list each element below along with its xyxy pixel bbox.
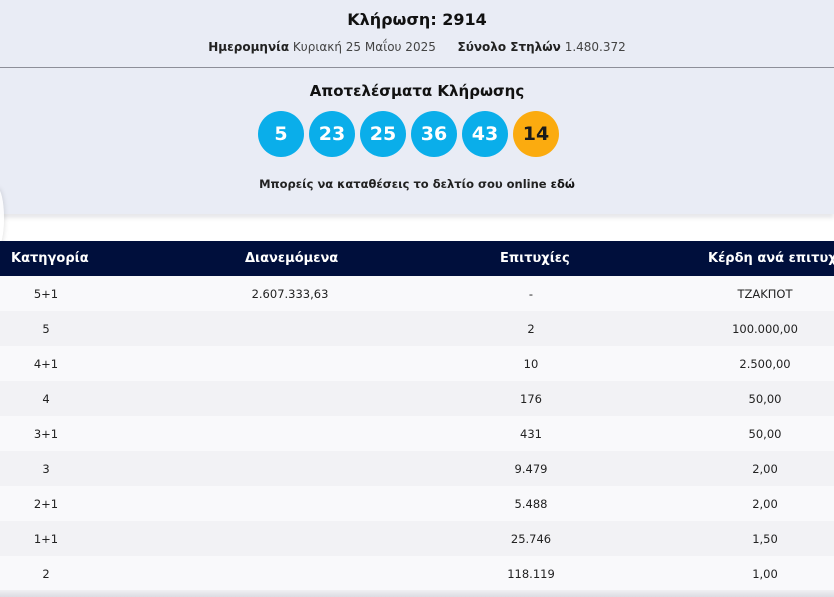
cell-prize: 2,00 xyxy=(752,497,778,511)
joker-ball: 14 xyxy=(513,111,559,157)
header-category: Κατηγορία xyxy=(11,251,89,266)
cell-category: 5 xyxy=(42,322,50,336)
date-value: Κυριακή 25 Μαΐου 2025 xyxy=(292,40,436,54)
cell-category: 2+1 xyxy=(33,497,59,511)
table-body: 5+1 2.607.333,63 - ΤΖΑΚΠΟΤ 5 2 100.000,00 4+1 10… xyxy=(0,276,834,591)
cell-category: 3+1 xyxy=(33,427,59,441)
cell-winners: 176 xyxy=(520,392,542,406)
table-row: 1+1 25.746 1,50 xyxy=(0,521,834,556)
cell-prize: 50,00 xyxy=(748,427,782,441)
table-row: 4 176 50,00 xyxy=(0,381,834,416)
table-row: 5 2 100.000,00 xyxy=(0,311,834,346)
cell-prize: 2.500,00 xyxy=(739,357,791,371)
table-bottom-edge xyxy=(0,590,834,597)
cell-category: 4+1 xyxy=(33,357,59,371)
cell-winners: 118.119 xyxy=(507,567,555,581)
number-ball: 36 xyxy=(411,111,457,157)
prize-table: Κατηγορία Διανεμόμενα Επιτυχίες Κέρδη αν… xyxy=(0,241,834,597)
columns-label: Σύνολο Στηλών xyxy=(457,40,561,54)
cell-winners: 2 xyxy=(527,322,535,336)
cell-category: 1+1 xyxy=(33,532,59,546)
number-ball: 43 xyxy=(462,111,508,157)
columns-value: 1.480.372 xyxy=(564,40,626,54)
table-row: 5+1 2.607.333,63 - ΤΖΑΚΠΟΤ xyxy=(0,276,834,311)
header-winners: Επιτυχίες xyxy=(500,251,570,266)
cell-category: 3 xyxy=(42,462,50,476)
deposit-text: Μπορείς να καταθέσεις το δελτίο σου onli… xyxy=(259,177,547,191)
draw-results-panel: Αποτελέσματα Κλήρωσης 5 23 25 36 43 14 Μ… xyxy=(0,68,834,248)
number-ball: 25 xyxy=(360,111,406,157)
cell-category: 2 xyxy=(42,567,50,581)
table-row: 4+1 10 2.500,00 xyxy=(0,346,834,381)
table-row: 3 9.479 2,00 xyxy=(0,451,834,486)
draw-header: Κλήρωση: 2914 Ημερομηνία Κυριακή 25 Μαΐο… xyxy=(0,0,834,68)
header-distributed: Διανεμόμενα xyxy=(245,251,339,266)
table-header: Κατηγορία Διανεμόμενα Επιτυχίες Κέρδη αν… xyxy=(0,241,834,276)
deposit-link[interactable]: εδώ xyxy=(550,177,575,191)
cell-winners: 25.746 xyxy=(510,532,552,546)
cell-winners: 431 xyxy=(520,427,542,441)
cell-winners: 10 xyxy=(523,357,539,371)
number-ball: 5 xyxy=(258,111,304,157)
draw-meta: Ημερομηνία Κυριακή 25 Μαΐου 2025 Σύνολο … xyxy=(0,40,834,54)
header-prize-per-winner: Κέρδη ανά επιτυχία xyxy=(708,251,834,266)
cell-prize: ΤΖΑΚΠΟΤ xyxy=(737,287,793,301)
cell-distributed: 2.607.333,63 xyxy=(251,287,329,301)
table-row: 2 118.119 1,00 xyxy=(0,556,834,591)
cell-winners: 5.488 xyxy=(514,497,548,511)
cell-winners: 9.479 xyxy=(514,462,548,476)
carousel-edge xyxy=(0,188,4,248)
cell-prize: 100.000,00 xyxy=(732,322,798,336)
cell-prize: 50,00 xyxy=(748,392,782,406)
table-row: 3+1 431 50,00 xyxy=(0,416,834,451)
date-label: Ημερομηνία xyxy=(208,40,290,54)
results-title: Αποτελέσματα Κλήρωσης xyxy=(309,82,525,100)
cell-winners: - xyxy=(528,287,534,301)
cell-category: 4 xyxy=(42,392,50,406)
number-ball: 23 xyxy=(309,111,355,157)
cell-prize: 2,00 xyxy=(752,462,778,476)
draw-title: Κλήρωση: 2914 xyxy=(347,10,487,29)
cell-prize: 1,00 xyxy=(752,567,778,581)
table-row: 2+1 5.488 2,00 xyxy=(0,486,834,521)
cell-prize: 1,50 xyxy=(752,532,778,546)
deposit-line: Μπορείς να καταθέσεις το δελτίο σου onli… xyxy=(0,177,834,191)
cell-category: 5+1 xyxy=(33,287,59,301)
winning-numbers: 5 23 25 36 43 14 xyxy=(258,111,564,157)
